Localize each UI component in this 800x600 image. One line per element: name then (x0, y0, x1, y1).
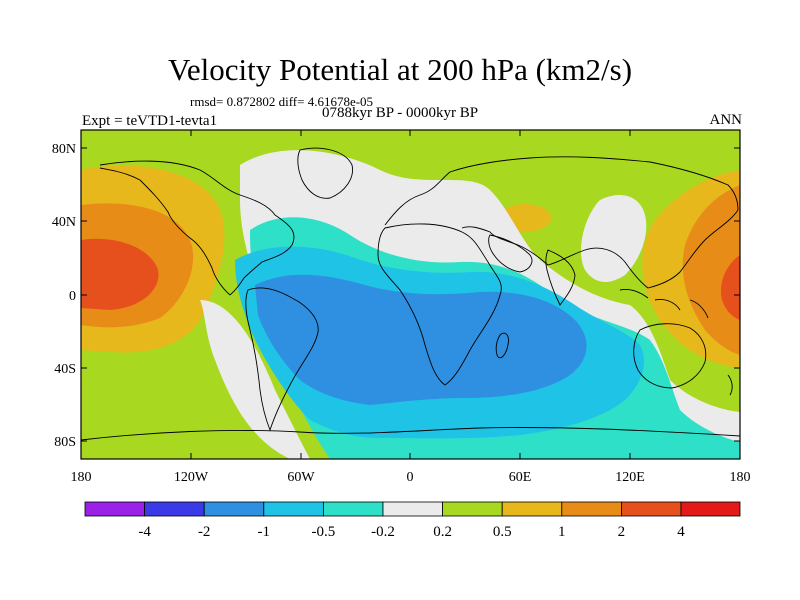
colorbar-label: 2 (618, 524, 626, 540)
lon-label: 60E (509, 470, 532, 485)
colorbar-label: -0.2 (371, 524, 395, 540)
asia-neutral-patch (580, 195, 647, 282)
antarctica-coast (81, 427, 740, 441)
colorbar-label: -4 (138, 524, 151, 540)
australia-coast (633, 323, 707, 389)
lon-label: 180 (71, 470, 92, 485)
colorbar-box-10 (680, 501, 741, 517)
madagascar-coast (495, 332, 509, 359)
colorbar-box-2 (203, 501, 265, 517)
colorbar-box-1 (144, 501, 205, 517)
experiment-label: Expt = teVTD1-tevta1 (82, 113, 218, 129)
colorbar: -4 -2 -1 -0.5 -0.2 0.2 0.5 1 2 4 (84, 501, 741, 540)
pacific-positive-max (81, 238, 159, 310)
south-america-coast (245, 287, 319, 432)
colorbar-box-5 (382, 501, 443, 517)
atlantic-negative-strong (255, 274, 587, 405)
stats-label: rmsd= 0.872802 diff= 4.61678e-05 (190, 94, 374, 109)
africa-coast (377, 223, 502, 386)
southeast-asia-islands (619, 289, 709, 319)
colorbar-box-3 (263, 501, 324, 517)
lat-label: 80N (52, 142, 76, 157)
colorbar-box-8 (561, 501, 622, 517)
lon-ticks (80, 130, 741, 459)
lon-label: 180 (730, 470, 751, 485)
lat-ticks (81, 147, 740, 442)
arabia-coast (488, 234, 533, 273)
map-field (81, 130, 740, 459)
greenland-coast (297, 147, 353, 199)
colorbar-label: 4 (677, 524, 685, 540)
colorbar-label: -2 (198, 524, 211, 540)
colorbar-label: -0.5 (312, 524, 336, 540)
colorbar-label: 0.2 (433, 524, 452, 540)
lat-label: 40S (54, 362, 76, 377)
lon-label: 120E (615, 470, 645, 485)
colorbar-box-9 (621, 501, 682, 517)
coastlines (81, 147, 740, 441)
lon-label: 0 (407, 470, 414, 485)
west-pacific-positive-strong (682, 185, 740, 355)
new-zealand-coast (727, 374, 733, 396)
west-pacific-positive-max (720, 255, 740, 320)
india-coast (545, 249, 576, 306)
eurasia-coast (384, 156, 739, 289)
colorbar-label: 0.5 (493, 524, 512, 540)
lat-label: 80S (54, 435, 76, 450)
figure-title: Velocity Potential at 200 hPa (km2/s) (167, 52, 633, 87)
colorbar-box-0 (84, 501, 145, 517)
lon-label: 60W (287, 470, 315, 485)
colorbar-box-7 (501, 501, 563, 517)
colorbar-box-4 (322, 501, 384, 517)
north-america-coast (99, 160, 295, 296)
lat-label: 40N (52, 215, 76, 230)
season-label: ANN (709, 112, 743, 128)
period-label: 0788kyr BP - 0000kyr BP (322, 105, 479, 121)
colorbar-box-6 (442, 501, 503, 517)
colorbar-label: -1 (258, 524, 271, 540)
lon-label: 120W (174, 470, 209, 485)
colorbar-label: 1 (558, 524, 566, 540)
lat-label: 0 (69, 289, 76, 304)
